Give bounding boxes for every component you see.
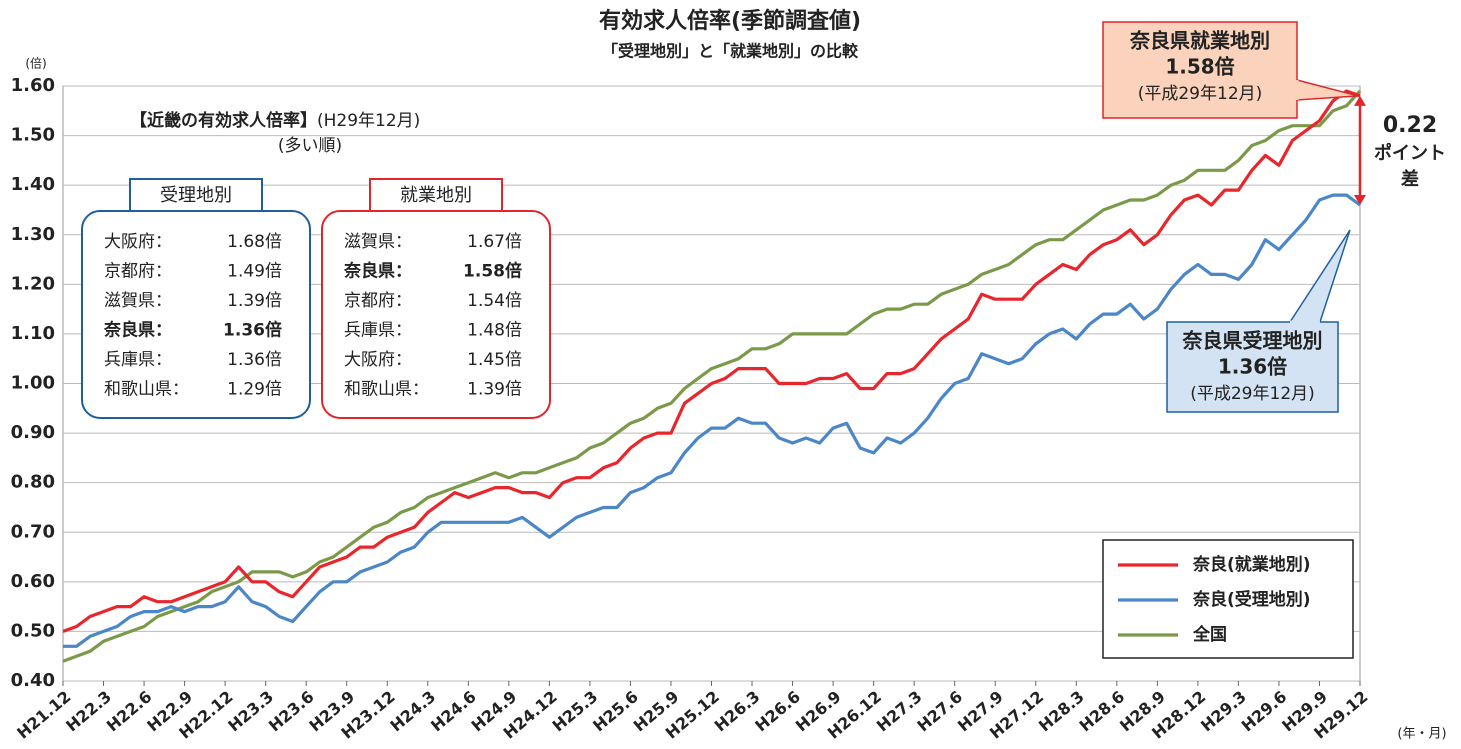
ranking-pref: 和歌山県： xyxy=(104,380,189,400)
y-tick-label: 1.10 xyxy=(11,323,55,344)
legend-label: 全国 xyxy=(1192,624,1227,645)
ranking-value: 1.58倍 xyxy=(463,261,522,282)
x-tick-label: H22.3 xyxy=(62,687,115,736)
y-tick-label: 0.70 xyxy=(11,521,55,542)
ranking-pref: 滋賀県： xyxy=(104,291,172,311)
x-tick-label: H22.6 xyxy=(103,687,156,736)
ranking-header: 就業地別 xyxy=(400,185,472,206)
ranking-title: 【近畿の有効求人倍率】(H29年12月) xyxy=(130,110,420,131)
ranking-value: 1.68倍 xyxy=(227,232,282,252)
x-tick-label: H29.3 xyxy=(1197,687,1250,736)
x-unit: (年・月) xyxy=(1397,727,1446,742)
arrow-head xyxy=(1354,95,1366,106)
callout-period: (平成29年12月) xyxy=(1190,384,1315,404)
annotations: 奈良(就業地別) 奈良(受理地別) 全国 【近畿の有効求人倍率】(H29年12月) (多… xyxy=(81,21,1446,659)
y-tick-label: 0.90 xyxy=(11,422,55,443)
callout-box xyxy=(1166,321,1339,413)
y-tick-label: 1.20 xyxy=(11,273,55,294)
ranking-value: 1.48倍 xyxy=(467,321,522,341)
x-tick-label: H24.6 xyxy=(427,687,480,736)
ranking-pref: 兵庫県： xyxy=(344,321,412,341)
ranking-value: 1.36倍 xyxy=(227,350,282,370)
ranking-header-box xyxy=(129,178,263,212)
x-tick-label: H27.6 xyxy=(913,687,966,736)
y-tick-label: 0.80 xyxy=(11,472,55,493)
y-tick-label: 1.40 xyxy=(11,174,55,195)
callout-period: (平成29年12月) xyxy=(1138,84,1263,104)
callout-box xyxy=(1102,21,1298,119)
y-tick-label: 0.40 xyxy=(11,670,55,691)
y-tick-label: 1.30 xyxy=(11,224,55,245)
series-line xyxy=(63,193,1361,648)
ranking-value: 1.54倍 xyxy=(467,291,522,311)
x-tick-label: H27.3 xyxy=(873,687,926,736)
callout-title: 奈良県受理地別 xyxy=(1182,329,1323,353)
ranking-value: 1.36倍 xyxy=(223,320,282,341)
arrow-head xyxy=(1354,195,1366,205)
ranking-value: 1.49倍 xyxy=(227,262,282,282)
ranking-pref: 兵庫県： xyxy=(104,350,172,370)
callout-title: 奈良県就業地別 xyxy=(1129,29,1270,53)
x-tick-label: H25.3 xyxy=(549,687,602,736)
callout-value: 1.36倍 xyxy=(1218,355,1287,379)
x-tick-label: H29.6 xyxy=(1238,687,1291,736)
x-tick-label: H26.3 xyxy=(711,687,764,736)
x-tick-label: H25.6 xyxy=(589,687,642,736)
y-tick-label: 0.50 xyxy=(11,620,55,641)
callout-value: 1.58倍 xyxy=(1165,55,1234,79)
x-tick-label: H23.6 xyxy=(265,687,318,736)
difference-suffix: 差 xyxy=(1401,168,1419,190)
x-tick-label: H23.3 xyxy=(224,687,277,736)
x-tick-label: H21.12 xyxy=(13,687,74,743)
series-line xyxy=(62,89,1361,633)
ranking-value: 1.39倍 xyxy=(227,291,282,311)
difference-value: 0.22 xyxy=(1383,113,1437,138)
ranking-value: 1.45倍 xyxy=(467,350,522,370)
x-tick-label: H24.3 xyxy=(387,687,440,736)
ranking-pref: 滋賀県： xyxy=(344,232,412,252)
chart-title: 有効求人倍率(季節調査値) xyxy=(599,8,861,34)
y-unit: (倍) xyxy=(25,56,46,71)
callout-pointer xyxy=(1288,229,1351,323)
y-tick-label: 1.60 xyxy=(11,75,55,96)
legend-label: 奈良(就業地別) xyxy=(1192,554,1311,575)
legend-label: 奈良(受理地別) xyxy=(1192,589,1311,610)
ranking-pref: 奈良県： xyxy=(343,261,412,282)
ranking-period: (H29年12月) xyxy=(317,111,420,131)
ranking-header-box xyxy=(369,178,503,212)
ranking-pref: 大阪府： xyxy=(104,232,172,252)
y-tick-label: 1.00 xyxy=(11,373,55,394)
ranking-pref: 大阪府： xyxy=(344,350,412,370)
ranking-value: 1.39倍 xyxy=(467,380,522,400)
ranking-pref: 京都府： xyxy=(104,262,172,282)
y-tick-label: 0.60 xyxy=(11,571,55,592)
ranking-pref: 奈良県： xyxy=(103,320,172,341)
ranking-pref: 和歌山県： xyxy=(344,380,429,400)
x-tick-label: H28.6 xyxy=(1076,687,1129,736)
series-line xyxy=(62,89,1362,663)
ranking-header: 受理地別 xyxy=(160,185,232,206)
ranking-title-main: 【近畿の有効求人倍率】 xyxy=(130,110,317,131)
x-tick-label: H26.6 xyxy=(751,687,804,736)
ranking-pref: 京都府： xyxy=(344,291,412,311)
ranking-value: 1.29倍 xyxy=(227,380,282,400)
ranking-value: 1.67倍 xyxy=(467,232,522,252)
callout-pointer xyxy=(1296,79,1359,101)
chart-subtitle: 「受理地別」と「就業地別」の比較 xyxy=(602,42,859,61)
x-tick-label: H28.3 xyxy=(1035,687,1088,736)
y-tick-label: 1.50 xyxy=(11,125,55,146)
ranking-note: (多い順) xyxy=(278,136,342,156)
difference-unit: ポイント xyxy=(1374,142,1446,164)
